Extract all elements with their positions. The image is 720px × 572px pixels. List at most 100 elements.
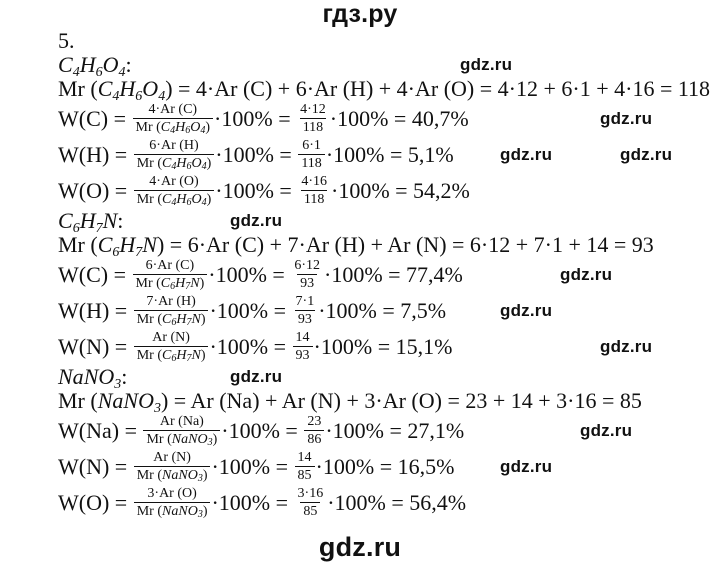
subscript: 4 <box>118 65 126 80</box>
multiplier: ·100% = <box>209 298 292 323</box>
solution: 5. C4H6O4: Mr (C4H6O4) = 4·Ar (C) + 6·Ar … <box>58 29 711 521</box>
fraction-numerator: 3·16 <box>297 486 324 501</box>
mass-fraction-row: W(C) = 6·Ar (C) Mr (C6H7N) ·100% = 6·12 93 ·… <box>58 257 708 293</box>
fraction-numerator: 6·Ar (C) <box>145 258 195 273</box>
fraction-numerator: 7·Ar (H) <box>146 294 196 309</box>
fraction: 4·12 118 <box>297 102 329 136</box>
chemical-formula: C6H7N <box>97 232 157 260</box>
multiplier: ·100% = <box>214 106 297 131</box>
watermark: gdz.ru <box>230 211 283 230</box>
watermark-footer: gdz.ru <box>318 532 402 562</box>
chemical-formula: NaNO3 <box>97 388 161 416</box>
subscript: 7 <box>135 245 143 260</box>
fraction-numerator: Ar (N) <box>153 450 191 465</box>
mass-fraction-row: W(N) = Ar (N) Mr (NaNO3) ·100% = 14 85·100%… <box>58 449 708 485</box>
fraction: 3·16 85 <box>295 486 327 520</box>
mr-prefix: Mr ( <box>58 232 98 257</box>
mass-fraction-lhs: W(H) = <box>58 142 133 167</box>
subscript: 6 <box>95 65 103 80</box>
subscript: 7 <box>185 281 191 292</box>
subscript: 4 <box>201 161 207 172</box>
denominator-mr: Mr (NaNO3) <box>146 432 218 448</box>
fraction: Ar (N) Mr (C6H7N) <box>133 330 209 364</box>
fraction-denominator: 118 <box>300 190 328 208</box>
fraction: 14 85 <box>294 450 315 484</box>
fraction-numerator: Ar (Na) <box>159 414 204 429</box>
denominator-mr: Mr (C4H6O4) <box>136 156 212 172</box>
fraction: Ar (N) Mr (NaNO3) <box>133 450 211 484</box>
mass-fraction-row: W(O) = 4·Ar (O) Mr (C4H6O4) ·100% = 4·16 11… <box>58 173 708 209</box>
molar-mass-line: Mr (C6H7N) = 6·Ar (C) + 7·Ar (H) + Ar (N… <box>58 232 708 260</box>
watermark-header: гдз.ру <box>322 0 398 28</box>
multiplier: ·100% = <box>211 454 294 479</box>
fraction-numerator: 23 <box>307 414 322 429</box>
watermark: gdz.ru <box>620 145 673 164</box>
subscript: 3 <box>197 473 203 484</box>
fraction: 6·Ar (H) Mr (C4H6O4) <box>133 138 215 172</box>
subscript: 7 <box>186 317 192 328</box>
fraction-denominator: 93 <box>292 346 313 364</box>
watermark: gdz.ru <box>560 265 613 284</box>
subscript: 3 <box>197 509 203 520</box>
subscript: 6 <box>171 317 177 328</box>
compound-label: C6H7N: <box>58 209 708 236</box>
mass-fraction-lhs: W(O) = <box>58 490 133 515</box>
subscript: 6 <box>72 221 80 236</box>
fraction-numerator: 7·1 <box>295 294 315 309</box>
result: ·100% = 40,7% <box>329 106 469 131</box>
subscript: 4 <box>72 65 80 80</box>
fraction: 7·Ar (H) Mr (C6H7N) <box>133 294 209 328</box>
mr-expression: ) = 6·Ar (C) + 7·Ar (H) + Ar (N) = 6·12 … <box>156 232 654 257</box>
fraction-denominator: 93 <box>294 310 315 328</box>
fraction-denominator: Mr (C4H6O4) <box>133 190 215 208</box>
mass-fraction-lhs: W(N) = <box>58 334 133 359</box>
compound-label: NaNO3: <box>58 364 708 392</box>
subscript: 6 <box>185 125 191 136</box>
subscript: 4 <box>170 125 176 136</box>
subscript: 3 <box>207 437 213 448</box>
fraction-denominator: 86 <box>304 430 325 448</box>
fraction: 4·Ar (C) Mr (C4H6O4) <box>132 102 214 136</box>
fraction-denominator: Mr (NaNO3) <box>133 502 211 520</box>
chemical-formula: NaNO3 <box>58 364 122 392</box>
fraction-denominator: 85 <box>300 502 321 520</box>
mass-fraction-lhs: W(H) = <box>58 298 133 323</box>
watermark: gdz.ru <box>600 109 653 128</box>
task-number-text: 5. <box>58 28 75 53</box>
chemical-formula: NaNO3 <box>171 432 213 448</box>
result: ·100% = 54,2% <box>331 178 470 203</box>
subscript: 4 <box>171 161 177 172</box>
multiplier: ·100% = <box>208 262 291 287</box>
fraction-denominator: Mr (C4H6O4) <box>132 118 214 136</box>
fraction: 6·Ar (C) Mr (C6H7N) <box>132 258 208 292</box>
task-number: 5. <box>58 29 708 53</box>
denominator-mr: Mr (C6H7N) <box>136 312 206 328</box>
mass-fraction-lhs: W(O) = <box>58 178 133 203</box>
subscript: 7 <box>95 221 103 236</box>
subscript: 6 <box>112 245 120 260</box>
fraction-numerator: 4·16 <box>301 174 327 189</box>
result: ·100% = 7,5% <box>318 298 447 323</box>
fraction-denominator: Mr (C6H7N) <box>133 310 209 328</box>
denominator-mr: Mr (NaNO3) <box>136 504 208 520</box>
mass-fraction-lhs: W(N) = <box>58 454 133 479</box>
watermark: gdz.ru <box>460 55 513 74</box>
mass-fraction-lhs: W(C) = <box>58 106 132 131</box>
subscript: 3 <box>153 401 161 416</box>
mr-expression: ) = 4·Ar (C) + 6·Ar (H) + 4·Ar (O) = 4·1… <box>165 76 711 101</box>
chemical-formula: C4H6O4 <box>160 120 206 136</box>
molar-mass-line: Mr (C4H6O4) = 4·Ar (C) + 6·Ar (H) + 4·Ar… <box>58 76 711 104</box>
chemical-formula: C4H6O4 <box>162 156 207 172</box>
watermark: gdz.ru <box>500 457 553 476</box>
fraction: 4·16 118 <box>298 174 330 208</box>
multiplier: ·100% = <box>215 142 298 167</box>
fraction: 6·1 118 <box>298 138 325 172</box>
label-colon: : <box>125 52 132 77</box>
fraction-denominator: Mr (NaNO3) <box>133 466 211 484</box>
fraction: 23 86 <box>304 414 325 448</box>
denominator-mr: Mr (C4H6O4) <box>136 192 212 208</box>
subscript: 7 <box>186 353 192 364</box>
fraction: 14 93 <box>292 330 313 364</box>
denominator-mr: Mr (C4H6O4) <box>135 120 211 136</box>
watermark: gdz.ru <box>500 145 553 164</box>
